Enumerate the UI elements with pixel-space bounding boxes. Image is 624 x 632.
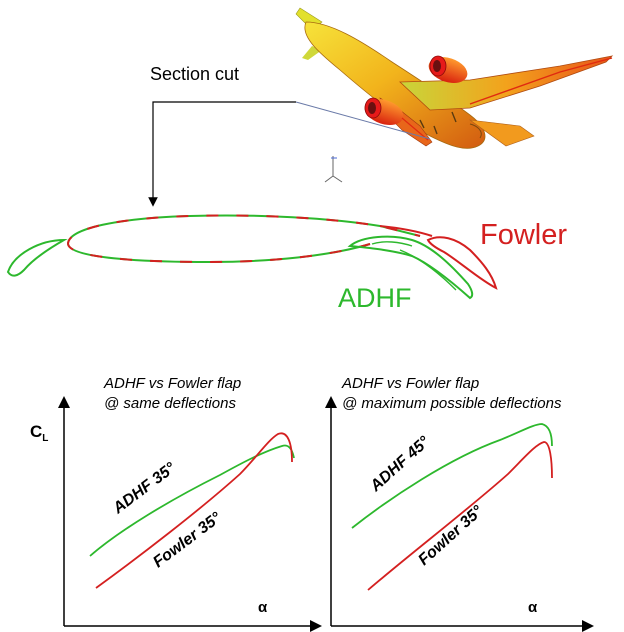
- chart2-fowler-label: Fowler 35°: [415, 502, 486, 569]
- adhf-label: ADHF: [338, 283, 412, 313]
- xyz-axes-icon: [324, 156, 343, 183]
- chart1-fowler-curve: [95, 432, 293, 589]
- main-airfoil-green: [67, 214, 421, 264]
- airfoil-section: [6, 214, 498, 300]
- fowler-upper-trail: [379, 225, 433, 237]
- chart2-fowler-curve: [367, 441, 553, 591]
- chart-same-deflections: ADHF vs Fowler flap @ same deflections C…: [30, 375, 322, 632]
- chart2-adhf-curve: [351, 423, 553, 529]
- chart1-adhf-curve: [89, 444, 295, 557]
- slat-element: [6, 238, 68, 277]
- aircraft-3d-render-icon: [295, 7, 614, 149]
- chart1-title-line1: ADHF vs Fowler flap: [103, 375, 241, 392]
- engine-right: [428, 55, 468, 83]
- chart1-y-label: CL: [30, 422, 48, 444]
- fowler-flap: [426, 236, 498, 290]
- chart1-title-line2: @ same deflections: [104, 395, 236, 412]
- chart1-adhf-label: ADHF 35°: [109, 459, 179, 518]
- chart2-x-label: α: [528, 599, 538, 616]
- chart2-adhf-label: ADHF 45°: [367, 433, 434, 496]
- section-cut-arrow: [148, 101, 296, 207]
- chart1-x-label: α: [258, 599, 268, 616]
- section-cut-leader-line: [295, 101, 431, 140]
- chart-maximum-deflections: ADHF vs Fowler flap @ maximum possible d…: [325, 375, 594, 632]
- section-cut-label: Section cut: [150, 64, 239, 84]
- chart2-title-line1: ADHF vs Fowler flap: [341, 375, 479, 392]
- engine-left: [364, 97, 404, 125]
- chart2-title-line2: @ maximum possible deflections: [342, 395, 562, 412]
- fowler-label: Fowler: [480, 219, 567, 251]
- adhf-inner-lines: [371, 241, 457, 291]
